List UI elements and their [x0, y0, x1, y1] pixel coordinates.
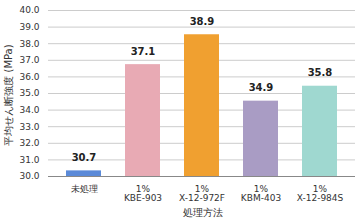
- svg-text:40.0: 40.0: [19, 5, 39, 15]
- svg-text:30.7: 30.7: [72, 152, 97, 163]
- svg-text:39.0: 39.0: [19, 22, 39, 32]
- svg-text:33.0: 33.0: [19, 122, 39, 132]
- svg-text:35.8: 35.8: [308, 67, 333, 78]
- svg-text:32.0: 32.0: [19, 138, 39, 148]
- svg-text:38.0: 38.0: [19, 39, 39, 49]
- html-text:平均せん断強度 (MPa): 平均せん断強度 (MPa): [3, 44, 14, 146]
- svg-text:未処理: 未処理: [71, 184, 98, 194]
- svg-text:1%X-12-984S: 1%X-12-984S: [297, 184, 344, 203]
- svg-text:31.0: 31.0: [19, 155, 39, 165]
- svg-text:37.0: 37.0: [19, 55, 39, 65]
- svg-text:34.0: 34.0: [19, 105, 39, 115]
- svg-text:1%KBM-403: 1%KBM-403: [241, 184, 281, 203]
- html-text:処理方法: 処理方法: [182, 207, 223, 218]
- svg-text:38.9: 38.9: [190, 16, 215, 27]
- svg-text:37.1: 37.1: [131, 46, 156, 57]
- svg-text:35.0: 35.0: [19, 88, 39, 98]
- svg-text:34.9: 34.9: [249, 82, 274, 93]
- svg-text:36.0: 36.0: [19, 72, 39, 82]
- svg-text:30.0: 30.0: [19, 171, 39, 181]
- svg-text:1%X-12-972F: 1%X-12-972F: [179, 184, 225, 203]
- svg-text:1%KBE-903: 1%KBE-903: [124, 184, 162, 203]
